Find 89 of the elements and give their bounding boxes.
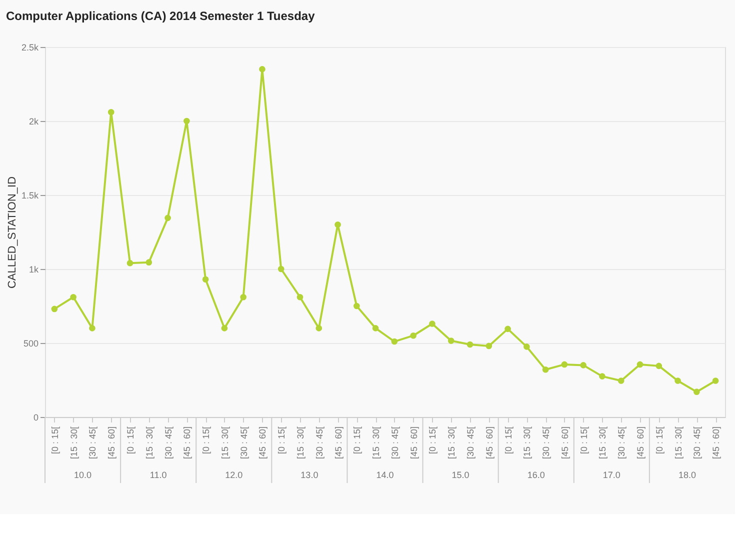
x-tick-label: [30 : 45[ [314,426,324,460]
point [316,325,322,332]
point [486,342,492,350]
x-tick-label: [45 : 60] [106,426,117,460]
point [504,326,511,332]
x-tick-label: [45 : 60] [182,426,192,460]
point [259,66,266,72]
point [580,362,586,368]
point [221,325,228,332]
text: 13.0 [300,470,318,480]
x-tick-label: [30 : 45[ [390,426,400,460]
point [448,338,454,344]
point [108,108,114,116]
point [656,362,662,370]
point [391,338,398,345]
text: 12.0 [225,470,243,480]
point [240,294,246,300]
point [278,266,284,272]
x-tick-label: [30 : 45[ [163,426,174,460]
x-tick-label: [30 : 45[ [238,426,249,460]
point [712,378,719,384]
text: 14.0 [376,470,394,480]
point [694,388,700,395]
point [410,332,416,339]
y-tick-label: 1.5k [21,190,39,200]
x-tick-label: [45 : 60] [258,426,268,460]
x-tick-label: [15 : 30[ [144,426,154,460]
x-tick-label: [0 : 15[ [126,426,136,454]
y-axis-title: CALLED_STATION_ID [6,176,18,289]
point [599,373,606,380]
point [146,259,152,266]
point [618,378,624,384]
x-tick-label: [45 : 60] [711,426,722,460]
x-tick-label: [15 : 30[ [296,426,306,460]
chart-title: Computer Applications (CA) 2014 Semester 1 Tuesday [6,9,316,23]
point [70,294,76,300]
point [51,306,58,312]
y-tick-label: 2k [28,116,39,126]
point [202,276,209,283]
point [296,294,304,300]
point [184,118,190,124]
x-tick-label: [30 : 45[ [541,426,552,460]
text: 17.0 [602,470,620,480]
x-tick-label: [0 : 15[ [428,426,438,454]
x-tick-label: [15 : 30[ [598,426,608,460]
x-tick-label: [15 : 30[ [446,426,457,460]
x-tick-label: [15 : 30[ [68,426,79,460]
text: 18.0 [678,470,696,480]
point [89,325,96,332]
x-tick-label: [45 : 60] [484,426,494,460]
text: 15.0 [452,470,470,480]
y-tick-label: 2.5k [21,42,39,52]
text: 16.0 [527,470,545,480]
x-tick-label: [45 : 60] [333,426,344,460]
x-tick-label: [30 : 45[ [692,426,702,460]
point [636,361,644,368]
x-tick-label: [0 : 15[ [578,426,589,454]
x-tick-label: [0 : 15[ [352,426,362,454]
point [164,214,171,222]
text: 10.0 [74,470,92,480]
x-tick-label: [0 : 15[ [201,426,212,454]
point [542,366,549,373]
text: 11.0 [150,470,167,480]
point [429,320,436,327]
point [674,378,681,384]
y-tick-label: 500 [23,338,38,348]
point [126,260,134,266]
y-tick-label: 1k [28,264,39,274]
point [466,341,474,348]
point [561,361,568,368]
point [524,344,530,350]
x-tick-label: [0 : 15[ [50,426,60,454]
y-tick-label: 0 [33,412,38,422]
point [334,221,341,228]
x-tick-label: [45 : 60] [560,426,570,460]
x-tick-label: [15 : 30[ [371,426,382,460]
x-tick-label: [15 : 30[ [673,426,684,460]
x-tick-label: [0 : 15[ [276,426,287,454]
x-tick-label: [0 : 15[ [654,426,664,454]
x-tick-label: [15 : 30[ [522,426,532,460]
x-tick-label: [30 : 45[ [616,426,627,460]
point [372,325,379,332]
x-tick-label: [0 : 15[ [503,426,514,454]
x-tick-label: [30 : 45[ [466,426,476,460]
point [354,302,360,310]
x-tick-label: [45 : 60] [408,426,419,460]
x-tick-label: [45 : 60] [636,426,646,460]
x-tick-label: [30 : 45[ [88,426,98,460]
x-tick-label: [15 : 30[ [220,426,230,460]
